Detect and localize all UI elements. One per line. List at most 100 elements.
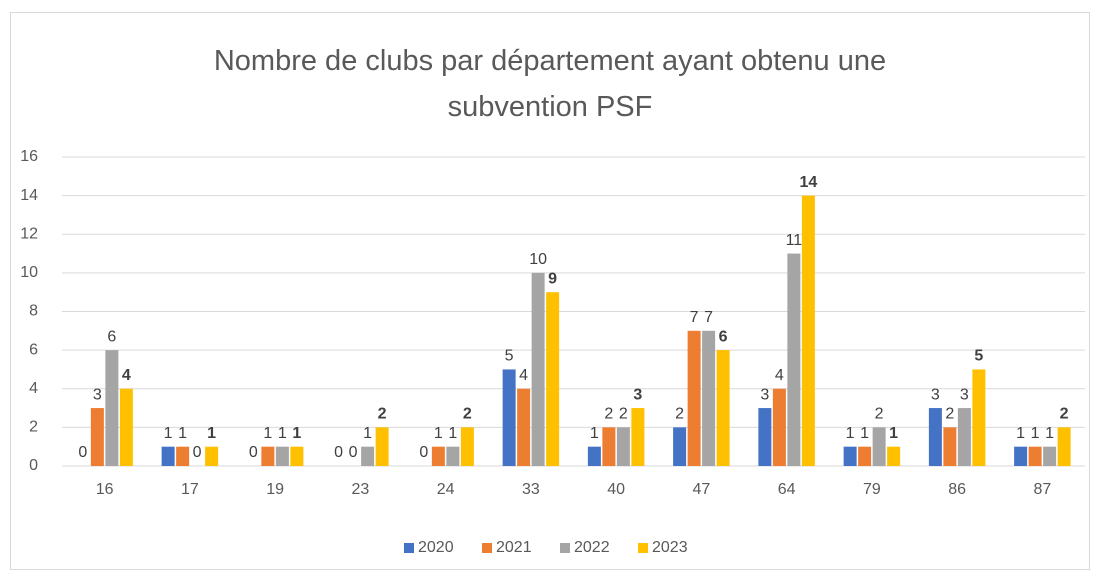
bar <box>460 427 474 466</box>
data-label: 3 <box>633 386 642 403</box>
x-tick-label: 17 <box>181 481 199 498</box>
data-label: 2 <box>1060 406 1069 423</box>
bar <box>602 427 616 466</box>
data-label: 1 <box>434 425 443 442</box>
legend-swatch <box>482 543 492 553</box>
x-tick-label: 23 <box>351 481 369 498</box>
legend-swatch <box>560 543 570 553</box>
y-tick-label: 12 <box>20 225 38 242</box>
bar <box>119 388 133 466</box>
x-tick-label: 79 <box>863 481 881 498</box>
x-tick-label: 87 <box>1033 481 1051 498</box>
bar <box>972 369 986 466</box>
data-label: 2 <box>619 406 628 423</box>
data-label: 2 <box>604 406 613 423</box>
bar <box>758 408 772 466</box>
x-tick-label: 40 <box>607 481 625 498</box>
legend-label: 2022 <box>574 539 610 556</box>
x-tick-label: 64 <box>778 481 796 498</box>
bar <box>431 446 445 466</box>
bar <box>176 446 190 466</box>
data-label: 6 <box>107 328 116 345</box>
bar <box>587 446 601 466</box>
bar <box>943 427 957 466</box>
bar <box>1028 446 1042 466</box>
data-label: 1 <box>590 425 599 442</box>
data-label: 1 <box>164 425 173 442</box>
legend-swatch <box>638 543 648 553</box>
bar <box>887 446 901 466</box>
legend-label: 2023 <box>652 539 688 556</box>
data-label: 7 <box>704 309 713 326</box>
data-label: 2 <box>945 406 954 423</box>
data-label: 0 <box>193 444 202 461</box>
bar <box>275 446 289 466</box>
bar <box>361 446 375 466</box>
y-tick-label: 0 <box>29 457 38 474</box>
data-label: 3 <box>931 386 940 403</box>
legend-label: 2020 <box>418 539 454 556</box>
bar <box>90 408 104 466</box>
data-label: 4 <box>519 367 528 384</box>
data-label: 10 <box>529 251 547 268</box>
data-label: 1 <box>278 425 287 442</box>
bar <box>290 446 304 466</box>
data-label: 0 <box>349 444 358 461</box>
data-label: 0 <box>78 444 87 461</box>
bar <box>1014 446 1028 466</box>
bar <box>546 292 560 466</box>
x-tick-label: 24 <box>437 481 455 498</box>
data-label: 0 <box>419 444 428 461</box>
data-label: 3 <box>960 386 969 403</box>
data-label: 1 <box>448 425 457 442</box>
bar <box>787 253 801 466</box>
y-tick-label: 16 <box>20 148 38 165</box>
data-label: 0 <box>249 444 258 461</box>
data-label: 6 <box>719 328 728 345</box>
data-label: 5 <box>974 348 983 365</box>
bar <box>858 446 872 466</box>
bar <box>928 408 942 466</box>
bar <box>517 388 531 466</box>
bar <box>502 369 516 466</box>
legend-swatch <box>404 543 414 553</box>
bar <box>1043 446 1057 466</box>
x-tick-label: 16 <box>96 481 114 498</box>
bar <box>261 446 275 466</box>
x-tick-label: 33 <box>522 481 540 498</box>
bar <box>531 272 545 466</box>
data-label: 5 <box>505 348 514 365</box>
data-label: 1 <box>178 425 187 442</box>
x-tick-label: 86 <box>948 481 966 498</box>
data-label: 1 <box>363 425 372 442</box>
chart-border <box>10 12 1090 570</box>
data-label: 1 <box>263 425 272 442</box>
bar <box>872 427 886 466</box>
data-label: 1 <box>1031 425 1040 442</box>
bar <box>687 330 701 466</box>
bar <box>375 427 389 466</box>
x-tick-label: 19 <box>266 481 284 498</box>
data-label: 11 <box>786 232 803 249</box>
data-label: 2 <box>463 406 472 423</box>
bar <box>772 388 786 466</box>
data-label: 2 <box>378 406 387 423</box>
bar <box>161 446 175 466</box>
data-label: 1 <box>1045 425 1054 442</box>
y-tick-label: 14 <box>20 187 38 204</box>
data-label: 7 <box>690 309 699 326</box>
y-tick-label: 2 <box>29 419 38 436</box>
data-label: 1 <box>889 425 898 442</box>
bar <box>105 350 119 466</box>
legend-label: 2021 <box>496 539 532 556</box>
data-label: 14 <box>799 174 817 191</box>
bar <box>957 408 971 466</box>
data-label: 1 <box>207 425 216 442</box>
data-label: 2 <box>675 406 684 423</box>
data-label: 9 <box>548 270 557 287</box>
x-tick-label: 47 <box>692 481 710 498</box>
data-label: 0 <box>334 444 343 461</box>
bar <box>702 330 716 466</box>
bar <box>843 446 857 466</box>
